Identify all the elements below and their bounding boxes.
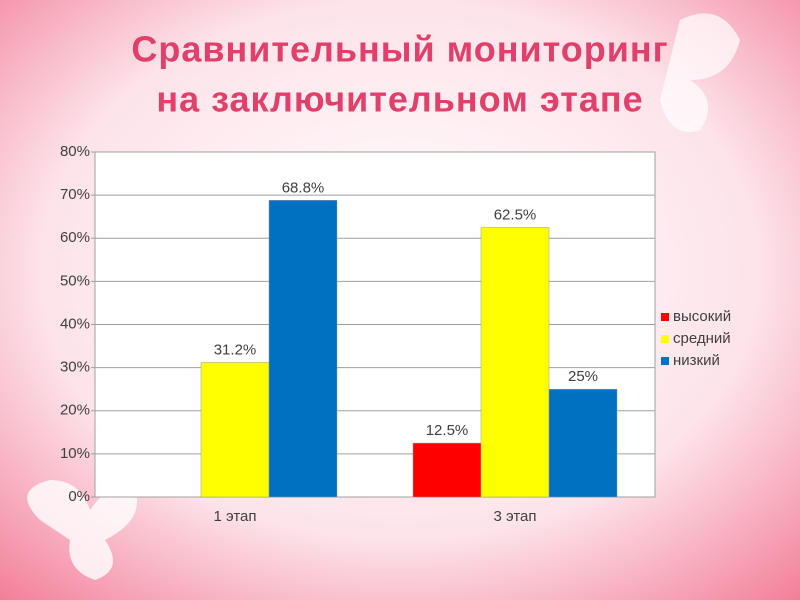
legend-label: высокий [673, 308, 731, 325]
bar [200, 362, 270, 498]
data-label: 25% [568, 368, 598, 385]
y-tick-label: 80% [60, 143, 90, 160]
legend-label: низкий [673, 352, 720, 369]
bar [548, 388, 618, 498]
x-tick-label: 1 этап [213, 508, 256, 525]
y-tick-label: 30% [60, 359, 90, 376]
chart-title: на заключительном этапе [156, 79, 643, 120]
data-label: 62.5% [494, 206, 537, 223]
butterfly-decoration [660, 13, 740, 132]
data-label: 31.2% [214, 341, 257, 358]
y-tick-label: 10% [60, 445, 90, 462]
y-tick-label: 70% [60, 186, 90, 203]
y-tick-label: 50% [60, 272, 90, 289]
x-tick-label: 3 этап [493, 508, 536, 525]
bar [412, 442, 482, 498]
y-tick-label: 60% [60, 229, 90, 246]
chart-title: Сравнительный мониторинг [131, 29, 668, 70]
data-label: 12.5% [426, 422, 469, 439]
legend-swatch [661, 313, 669, 321]
y-tick-label: 20% [60, 402, 90, 419]
legend-label: средний [673, 330, 731, 347]
data-label: 68.8% [282, 179, 325, 196]
legend-swatch [661, 335, 669, 343]
y-tick-label: 0% [68, 488, 90, 505]
legend-swatch [661, 357, 669, 365]
bar [268, 200, 338, 498]
y-tick-label: 40% [60, 315, 90, 332]
butterfly-decoration [27, 480, 138, 580]
bar [480, 227, 550, 498]
